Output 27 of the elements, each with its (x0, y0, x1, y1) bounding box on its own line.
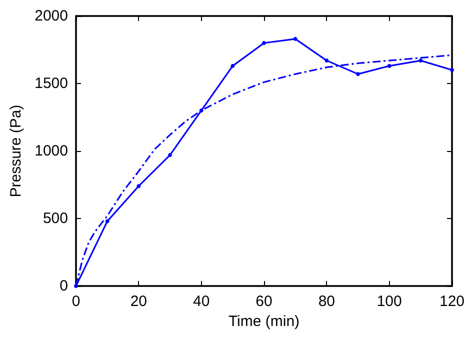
point (168, 153, 172, 158)
point (387, 64, 392, 68)
x-tick-label: 120 (439, 293, 465, 310)
y-tick-label: 500 (42, 210, 68, 227)
point (199, 108, 204, 112)
point (450, 68, 454, 72)
point (262, 41, 266, 45)
point (356, 72, 360, 76)
point (324, 58, 329, 63)
y-axis-title: Pressure (Pa) (8, 104, 25, 198)
x-tick-label: 0 (72, 293, 80, 310)
point (74, 284, 78, 288)
point (230, 64, 235, 68)
y-tick-label: 1000 (34, 142, 68, 160)
y-tick-label: 0 (60, 278, 68, 294)
point (136, 184, 141, 188)
x-axis-title: Time (min) (228, 312, 300, 330)
point (418, 58, 423, 63)
y-tick-label: 2000 (34, 8, 68, 24)
point (293, 36, 298, 41)
x-tick-label: 100 (376, 293, 402, 310)
y-tick-label: 1500 (34, 75, 68, 92)
point (105, 219, 110, 224)
x-tick-label: 40 (192, 293, 210, 310)
x-tick-label: 60 (256, 293, 272, 310)
x-tick-label: 20 (130, 293, 148, 310)
x-tick-label: 80 (318, 293, 336, 310)
